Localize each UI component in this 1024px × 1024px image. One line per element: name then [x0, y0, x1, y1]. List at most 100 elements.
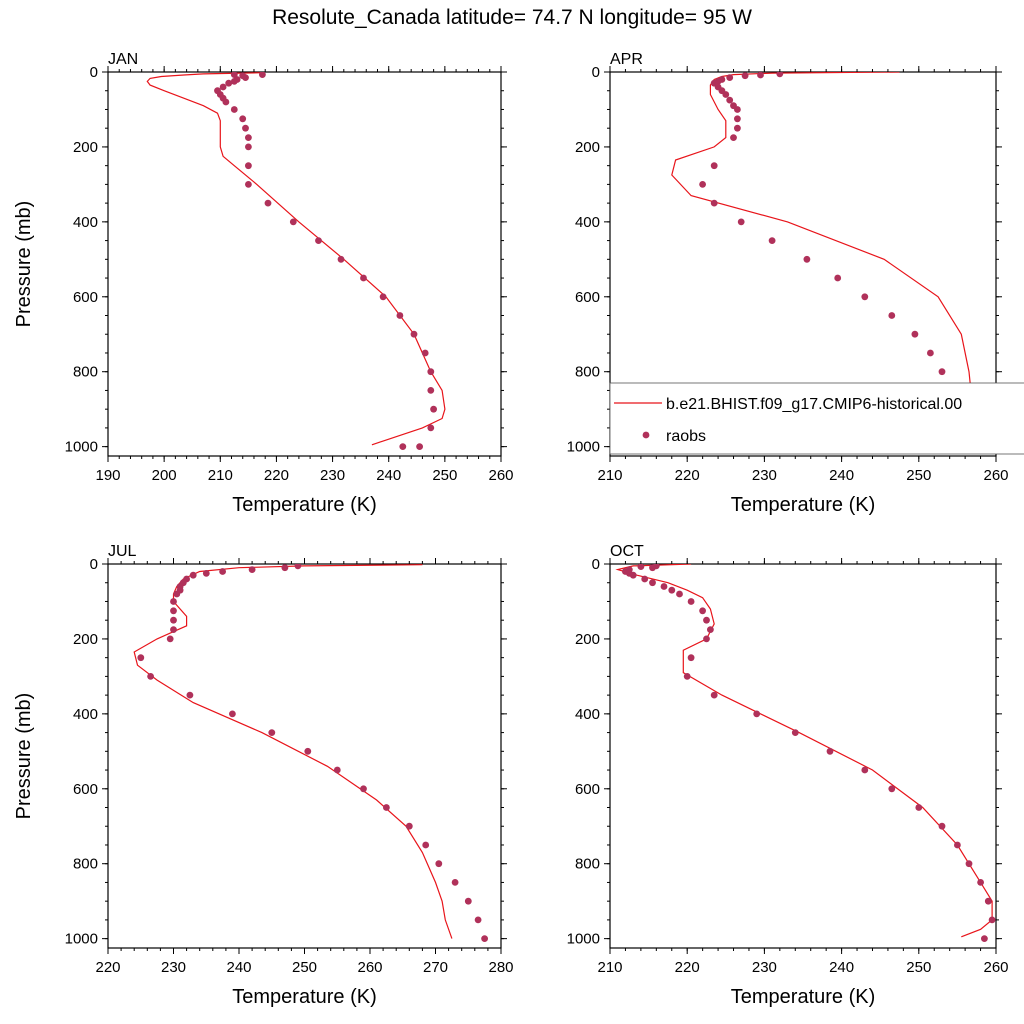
legend-marker-swatch — [642, 431, 650, 439]
y-tick-label: 800 — [73, 856, 98, 873]
raobs-point — [304, 747, 312, 755]
panel-label: JAN — [108, 51, 138, 68]
plot-frame — [609, 71, 997, 457]
raobs-point — [396, 312, 404, 319]
raobs-point — [734, 106, 741, 113]
model-line — [146, 72, 446, 446]
raobs-point — [147, 673, 155, 680]
raobs-point — [268, 729, 276, 736]
raobs-point — [637, 564, 645, 570]
raobs-point — [481, 935, 488, 942]
raobs-point — [988, 916, 996, 924]
model-line — [615, 564, 993, 938]
raobs-point — [294, 564, 302, 570]
model-line — [671, 72, 974, 448]
raobs-point — [219, 568, 227, 575]
raobs-point — [289, 218, 297, 226]
panel-apr: APR 210 220 230 240 250 260 0 200 400 600 800 1000 Te… — [567, 51, 1009, 516]
raobs-point — [888, 785, 896, 793]
raobs-point — [649, 564, 656, 572]
raobs-point — [170, 598, 177, 605]
raobs-point — [242, 74, 249, 81]
raobs-point — [722, 91, 730, 98]
figure-title: Resolute_Canada latitude= 74.7 N longitu… — [272, 6, 752, 29]
raobs-point — [927, 349, 934, 357]
y-tick-label: 400 — [575, 706, 600, 723]
x-tick-label: 260 — [357, 959, 382, 976]
x-tick-label: 250 — [432, 467, 457, 484]
raobs-point — [230, 78, 238, 85]
plot-frame — [107, 563, 502, 949]
x-tick-label: 240 — [829, 959, 854, 976]
raobs-point — [915, 804, 923, 811]
raobs-point — [230, 106, 238, 113]
x-tick-label: 210 — [597, 467, 622, 484]
y-tick-label: 600 — [575, 781, 600, 798]
raobs-point — [410, 330, 418, 338]
raobs-point — [791, 729, 799, 736]
raobs-point — [264, 199, 272, 207]
raobs-point — [222, 98, 230, 106]
y-tick-label: 400 — [73, 706, 98, 723]
x-tick-label: 230 — [320, 467, 345, 484]
x-tick-label: 250 — [906, 467, 931, 484]
raobs-point — [430, 405, 437, 413]
raobs-point — [383, 804, 390, 811]
y-tick-label: 200 — [73, 139, 98, 156]
y-tick-label: 0 — [90, 64, 98, 81]
raobs-point — [734, 124, 741, 132]
raobs-point — [710, 162, 718, 170]
raobs-point — [703, 635, 710, 643]
y-tick-label: 400 — [575, 214, 600, 231]
raobs-point — [186, 691, 194, 699]
raobs-point — [938, 368, 946, 376]
raobs-point — [726, 96, 734, 104]
raobs-point — [629, 571, 637, 579]
x-tick-label: 260 — [983, 467, 1008, 484]
legend: b.e21.BHIST.f09_g17.CMIP6-historical.00r… — [609, 382, 1024, 455]
plot-area — [146, 72, 446, 450]
legend-box — [609, 382, 1024, 455]
raobs-point — [911, 330, 919, 338]
raobs-point — [776, 72, 784, 78]
raobs-point — [710, 691, 718, 699]
y-axis-label: Pressure (mb) — [13, 201, 35, 328]
raobs-point — [726, 74, 734, 81]
x-axis-label: Temperature (K) — [731, 986, 876, 1008]
raobs-point — [668, 586, 676, 594]
raobs-point — [734, 115, 741, 123]
y-tick-label: 0 — [592, 64, 600, 81]
raobs-point — [219, 83, 227, 91]
raobs-series — [699, 72, 954, 450]
panel-jul: JUL 220 230 240 250 260 270 280 0 200 400 600 800 100… — [13, 543, 514, 1008]
x-tick-label: 200 — [152, 467, 177, 484]
raobs-point — [189, 571, 197, 579]
raobs-point — [938, 822, 946, 830]
y-tick-label: 1000 — [567, 439, 600, 456]
raobs-point — [405, 822, 413, 830]
raobs-point — [416, 443, 423, 450]
x-tick-label: 270 — [423, 959, 448, 976]
plot-frame — [609, 563, 997, 949]
raobs-point — [676, 590, 683, 598]
plot-area — [671, 72, 974, 450]
raobs-series — [214, 72, 437, 450]
raobs-point — [239, 115, 247, 123]
raobs-point — [687, 654, 695, 662]
x-tick-label: 220 — [95, 959, 120, 976]
panel-label: JUL — [108, 543, 137, 560]
raobs-point — [826, 747, 834, 755]
raobs-point — [245, 181, 252, 188]
raobs-point — [660, 583, 668, 590]
raobs-point — [315, 237, 322, 245]
raobs-point — [337, 255, 345, 263]
raobs-point — [965, 860, 973, 868]
panel-label: APR — [610, 51, 643, 68]
raobs-point — [333, 766, 341, 774]
raobs-point — [281, 564, 289, 572]
x-tick-label: 250 — [292, 959, 317, 976]
raobs-point — [173, 590, 181, 598]
x-tick-label: 260 — [983, 959, 1008, 976]
x-tick-label: 280 — [488, 959, 513, 976]
raobs-point — [683, 673, 691, 680]
